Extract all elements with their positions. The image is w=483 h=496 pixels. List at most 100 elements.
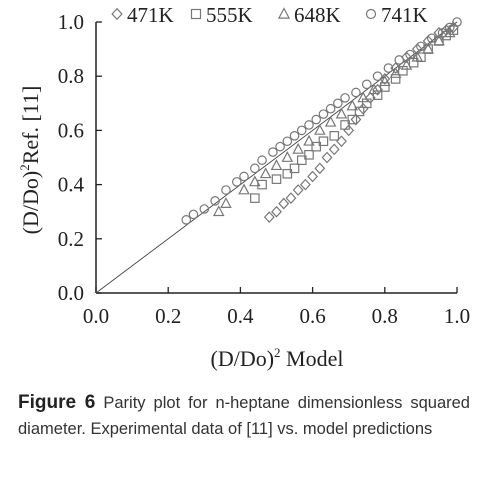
data-point-triangle <box>411 50 424 62</box>
data-point-circle <box>416 41 426 52</box>
data-point-diamond <box>350 113 362 126</box>
data-point-diamond <box>314 162 326 175</box>
data-point-circle <box>257 155 267 166</box>
data-point-circle <box>221 185 231 195</box>
data-point-triangle <box>303 134 315 146</box>
data-point-square <box>390 74 401 84</box>
data-point-triangle <box>400 58 413 70</box>
data-point-triangle <box>422 42 434 54</box>
data-point-circle <box>210 196 220 206</box>
y-tick-label: 0.8 <box>58 64 84 88</box>
data-point-circle <box>268 147 278 157</box>
caption-text: Parity plot for n-heptane dimensionless … <box>18 394 470 438</box>
y-tick-label: 0.4 <box>58 173 85 197</box>
data-point-diamond <box>278 197 290 210</box>
data-point-circle <box>199 204 210 214</box>
data-point-triangle <box>238 183 250 195</box>
axes <box>95 21 458 294</box>
data-point-square <box>329 131 340 141</box>
data-point-diamond <box>299 178 311 191</box>
x-tick-label: 0.0 <box>83 304 109 328</box>
tick-labels: 0.0 0.2 0.4 0.6 0.8 1.0 0.0 0.2 0.4 0.6 0.8 1.0 <box>58 10 470 328</box>
data-point-triangle <box>346 99 359 111</box>
data-point-circle <box>372 71 383 81</box>
data-point-diamond <box>422 35 434 47</box>
reference-line-layer <box>95 21 458 294</box>
data-point-triangle <box>335 107 348 119</box>
data-point-diamond <box>285 192 297 205</box>
data-point-circle <box>405 49 415 60</box>
data-point-circle <box>250 163 260 174</box>
data-point-triangle <box>433 34 445 46</box>
y-tick-label: 0.2 <box>58 227 84 251</box>
legend-marker-diamond <box>111 7 123 21</box>
x-tick-label: 0.4 <box>227 304 254 328</box>
data-point-square <box>250 193 260 203</box>
data-point-circle <box>239 171 249 182</box>
data-point-triangle <box>259 167 272 179</box>
data-point-triangle <box>324 115 337 127</box>
data-point-square <box>380 82 390 92</box>
legend: 471K 555K 648K 741K <box>111 3 428 27</box>
data-point-triangle <box>443 26 456 38</box>
data-point-circle <box>296 125 307 136</box>
data-point-square <box>340 120 350 130</box>
data-point-diamond <box>292 184 304 196</box>
data-point-circle <box>231 177 242 187</box>
data-point-circle <box>351 87 361 98</box>
data-point-triangle <box>379 75 391 87</box>
data-point-square <box>304 149 314 160</box>
data-point-circle <box>426 33 437 44</box>
data-point-triangle <box>281 151 294 162</box>
data-point-diamond <box>263 211 275 224</box>
data-point-triangle <box>357 91 369 103</box>
y-tick-label: 0.6 <box>58 118 84 142</box>
data-point-triangle <box>368 83 380 95</box>
data-point-circle <box>361 79 372 90</box>
x-tick-label: 0.8 <box>372 304 398 328</box>
data-point-triangle <box>212 205 225 217</box>
x-tick-label: 0.2 <box>155 304 181 328</box>
data-point-triangle <box>220 197 232 208</box>
data-point-circle <box>282 136 293 147</box>
legend-marker-triangle <box>277 7 291 19</box>
data-point-square <box>296 155 307 166</box>
data-point-diamond <box>328 143 340 156</box>
x-tick-label: 1.0 <box>444 304 470 328</box>
data-point-triangle <box>249 175 261 187</box>
data-point-square <box>311 141 322 152</box>
data-point-circle <box>311 114 322 125</box>
data-point-diamond <box>271 205 282 218</box>
data-point-circle <box>340 93 350 103</box>
data-point-circle <box>304 120 314 130</box>
data-point-square <box>354 106 365 117</box>
data-point-square <box>318 136 329 147</box>
figure-label: Figure 6 <box>18 392 96 413</box>
parity-chart: 0.0 0.2 0.4 0.6 0.8 1.0 0.0 0.2 0.4 0.6 0.8 1.0 (D/… <box>17 3 470 371</box>
data-point-circle <box>289 131 300 141</box>
data-point-diamond <box>321 151 333 164</box>
y-axis-title: (D/Do)2Ref. [11] <box>17 86 43 235</box>
data-point-circle <box>275 141 285 152</box>
data-point-circle <box>181 215 192 225</box>
data-point-circle <box>452 17 462 27</box>
legend-label: 648K <box>294 3 341 27</box>
data-point-triangle <box>270 159 283 171</box>
figure-caption: Figure 6 Parity plot for n-heptane dimen… <box>18 390 470 442</box>
data-point-triangle <box>314 123 326 135</box>
data-point-circle <box>333 98 343 109</box>
data-point-square <box>282 168 293 179</box>
legend-marker-square <box>190 8 202 20</box>
legend-label: 555K <box>206 3 253 27</box>
data-point-circle <box>437 28 448 38</box>
data-point-circle <box>188 209 199 220</box>
data-point-circle <box>318 109 329 119</box>
legend-marker-circle <box>365 8 377 20</box>
legend-label: 741K <box>381 3 428 27</box>
y-tick-label: 1.0 <box>58 10 84 34</box>
x-axis-title: (D/Do)2 Model <box>211 345 344 371</box>
data-point-circle <box>383 63 394 73</box>
data-point-square <box>347 114 358 125</box>
data-points <box>181 17 462 225</box>
data-point-triangle <box>389 67 402 78</box>
